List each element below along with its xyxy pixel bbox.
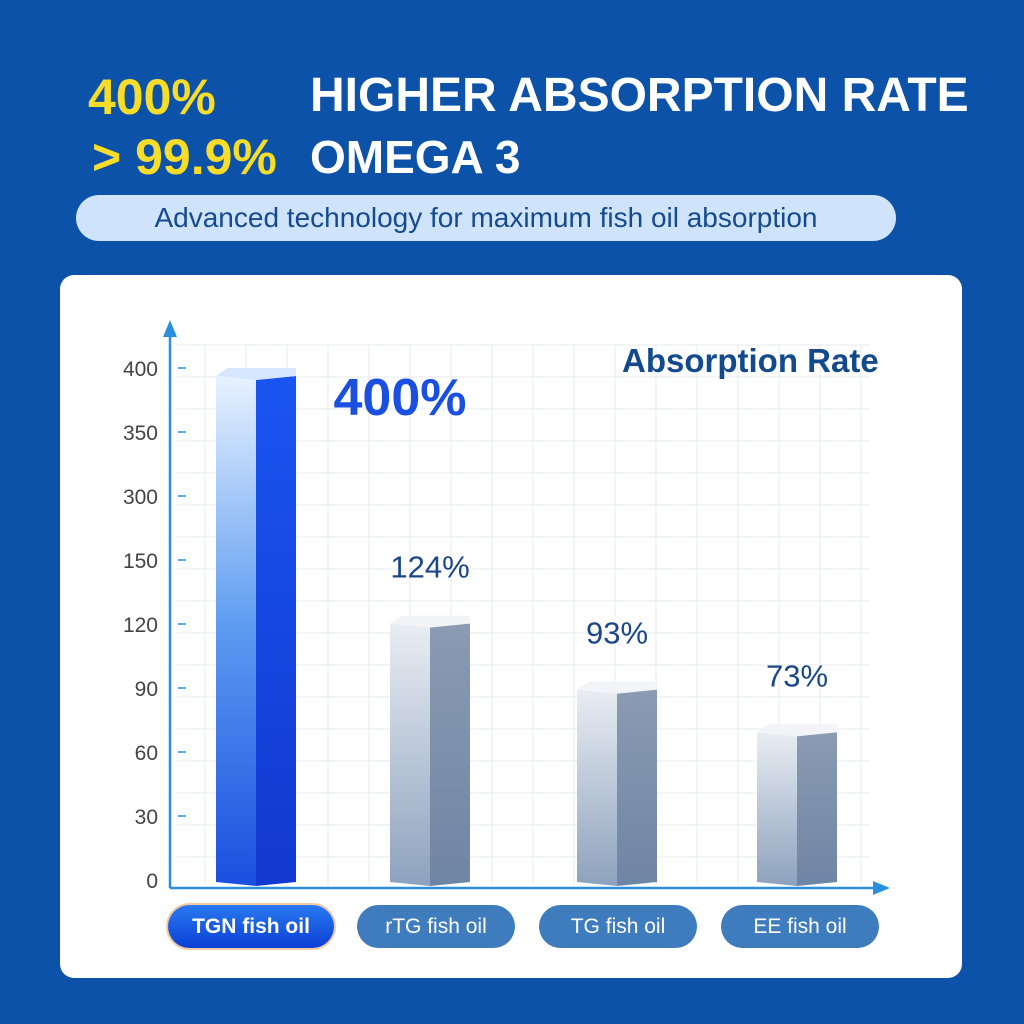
y-tick-label: 300	[123, 486, 158, 509]
y-tick-label: 350	[123, 422, 158, 445]
category-label-tgn-fish-oil: TGN fish oil	[168, 905, 334, 948]
bar-ee-fish-oil: 73%	[757, 658, 837, 886]
x-axis-arrow	[873, 881, 890, 895]
stat2-label: OMEGA 3	[310, 131, 521, 183]
data-label: 400%	[334, 369, 467, 427]
chart-title: Absorption Rate	[622, 342, 879, 379]
bar-left-face	[577, 689, 617, 886]
y-tick-label: 120	[123, 614, 158, 637]
y-tick-label: 90	[135, 678, 158, 701]
y-tick-label: 400	[123, 358, 158, 381]
bar-right-face	[256, 376, 296, 886]
subtitle-banner: Advanced technology for maximum fish oil…	[76, 195, 896, 241]
category-label-rtg-fish-oil: rTG fish oil	[357, 905, 515, 948]
y-axis-arrow	[163, 320, 177, 337]
bar-left-face	[216, 376, 256, 886]
bar-tg-fish-oil: 93%	[577, 616, 657, 886]
bar-top-face	[757, 724, 837, 737]
stat2-value: > 99.9%	[92, 129, 277, 185]
bar-top-face	[390, 615, 470, 628]
data-label: 124%	[390, 549, 469, 584]
bar-rtg-fish-oil: 124%	[390, 549, 470, 886]
category-label-ee-fish-oil: EE fish oil	[721, 905, 879, 948]
data-label: 93%	[586, 616, 648, 651]
y-tick-label: 60	[135, 742, 158, 765]
bar-right-face	[797, 732, 837, 886]
stat1-label: HIGHER ABSORPTION RATE	[310, 69, 969, 122]
y-tick-label: 0	[146, 870, 158, 893]
bar-left-face	[390, 623, 430, 886]
y-tick-label: 150	[123, 550, 158, 573]
stat1-value: 400%	[88, 69, 216, 125]
bar-top-face	[577, 681, 657, 694]
bar-right-face	[430, 623, 470, 886]
bar-right-face	[617, 689, 657, 886]
bar-left-face	[757, 732, 797, 886]
bar-top-face	[216, 368, 296, 380]
y-tick-label: 30	[135, 806, 158, 829]
data-label: 73%	[766, 658, 828, 693]
category-label-tg-fish-oil: TG fish oil	[539, 905, 697, 948]
bar-tgn-fish-oil: 400%	[216, 368, 467, 886]
